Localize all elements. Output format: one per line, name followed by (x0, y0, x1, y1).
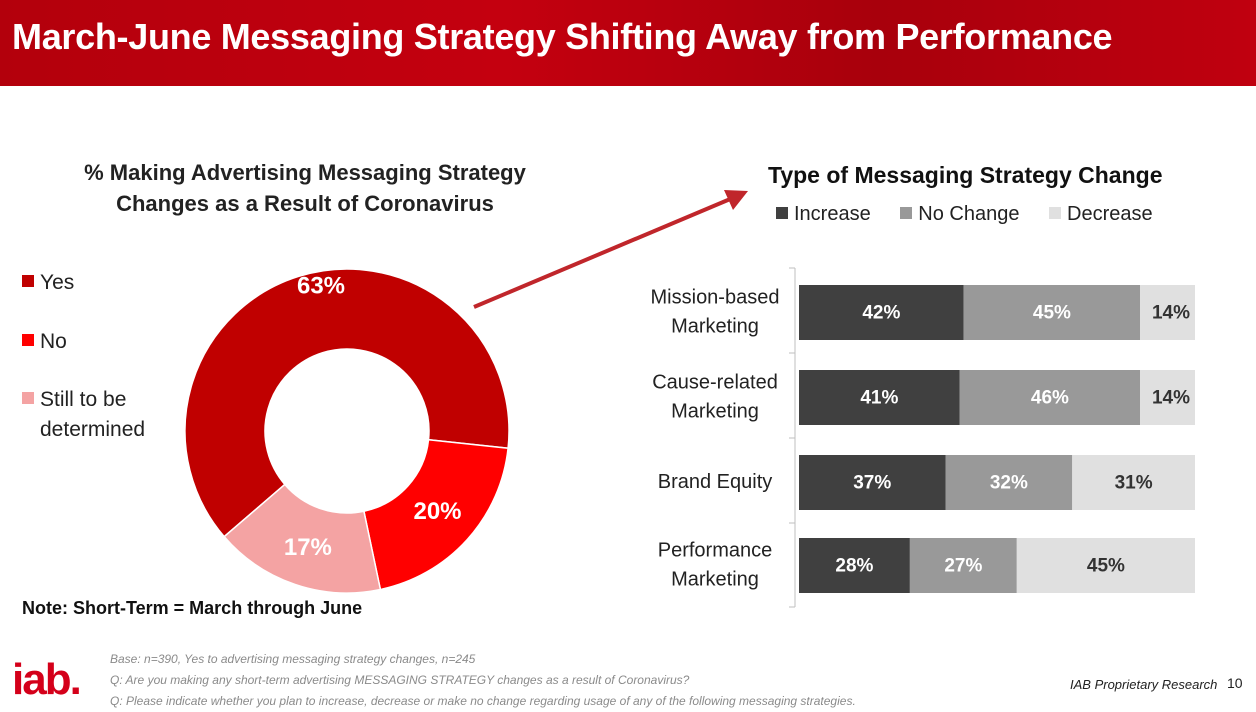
category-label-0-line-1: Marketing (671, 315, 759, 337)
donut-slice-no (363, 438, 509, 591)
legend-swatch-tbd (22, 392, 34, 405)
pie-title-line-2: Changes as a Result of Coronavirus (116, 191, 494, 216)
footnote-base: Base: n=390, Yes to advertising messagin… (110, 652, 476, 666)
legend-swatch-no-change (900, 206, 913, 219)
pie-title-line-1: % Making Advertising Messaging Strategy (84, 160, 526, 185)
category-label-1-line-1: Marketing (671, 400, 759, 422)
bar-segment-1-no-change (959, 370, 1141, 425)
legend-label-tbd-2: determined (40, 418, 146, 441)
bar-segment-0-no-change (963, 285, 1141, 340)
category-label-3-line-1: Marketing (671, 568, 759, 590)
bar-segment-2-no-change (945, 455, 1073, 510)
legend-swatch-increase (776, 206, 788, 219)
footnotes: Base: n=390, Yes to advertising messagin… (110, 649, 856, 712)
bar-segment-3-decrease (1016, 538, 1195, 593)
bar-segment-0-increase (799, 285, 964, 340)
bar-label-3-increase: 28% (835, 556, 873, 577)
bar-segment-3-no-change (909, 538, 1017, 593)
legend-label-no-change: No Change (918, 203, 1020, 225)
page-number: 10 (1227, 675, 1243, 691)
donut-label-still-to-be-determined: 17% (284, 534, 332, 561)
legend-item-decrease: Decrease (1049, 203, 1153, 226)
category-label-3-line-0: Performance (658, 539, 773, 561)
bar-segment-0-decrease (1140, 285, 1195, 340)
proprietary-label: IAB Proprietary Research (1070, 677, 1218, 692)
legend-label-increase: Increase (794, 203, 871, 225)
legend-swatch-decrease (1049, 206, 1062, 219)
donut-label-yes: 63% (297, 272, 345, 299)
bar-chart-title: Type of Messaging Strategy Change (768, 162, 1163, 188)
bar-label-1-no-change: 46% (1031, 388, 1069, 409)
legend-item-no-change: No Change (900, 203, 1019, 226)
bar-label-1-decrease: 14% (1152, 388, 1190, 409)
legend-label-yes: Yes (40, 271, 75, 294)
bar-label-1-increase: 41% (860, 388, 898, 409)
donut-slice-still-to-be-determined (223, 483, 382, 594)
legend-item-no: No (22, 327, 67, 357)
bar-segment-3-increase (799, 538, 910, 593)
bar-label-0-decrease: 14% (1152, 303, 1190, 324)
bar-label-2-increase: 37% (853, 473, 891, 494)
pie-chart-title: % Making Advertising Messaging Strategy … (40, 157, 570, 219)
slide-title: March-June Messaging Strategy Shifting A… (12, 16, 1113, 57)
bar-segment-2-increase (799, 455, 946, 510)
legend-item-tbd-line2: determined (40, 415, 145, 445)
title-banner: March-June Messaging Strategy Shifting A… (0, 0, 1256, 86)
category-label-2-line-0: Brand Equity (658, 471, 773, 493)
bar-segment-1-decrease (1140, 370, 1195, 425)
donut-label-no: 20% (413, 498, 461, 525)
legend-item-increase: Increase (776, 203, 871, 226)
bar-segment-1-increase (799, 370, 960, 425)
iab-logo-text: iab. (12, 655, 82, 704)
legend-item-tbd: Still to be (22, 385, 126, 415)
bar-label-2-no-change: 32% (990, 473, 1028, 494)
bar-label-0-increase: 42% (862, 303, 900, 324)
legend-label-tbd-1: Still to be (40, 388, 127, 411)
connector-arrow-line (473, 195, 736, 309)
bar-label-3-decrease: 45% (1087, 556, 1125, 577)
legend-label-decrease: Decrease (1067, 203, 1153, 225)
bar-segment-2-decrease (1072, 455, 1195, 510)
footnote-q2: Q: Please indicate whether you plan to i… (110, 694, 856, 708)
iab-logo: iab. (12, 655, 82, 704)
bar-label-0-no-change: 45% (1033, 303, 1071, 324)
legend-swatch-no (22, 334, 34, 347)
category-label-0-line-0: Mission-based (651, 286, 780, 308)
bar-legend: Increase No Change Decrease (776, 203, 1177, 226)
donut-slice-yes (184, 268, 510, 538)
legend-item-yes: Yes (22, 268, 74, 298)
footnote-q1: Q: Are you making any short-term adverti… (110, 673, 690, 687)
category-label-1-line-0: Cause-related (652, 371, 778, 393)
bar-label-3-no-change: 27% (944, 556, 982, 577)
connector-arrow-head (724, 190, 748, 210)
short-term-note: Note: Short-Term = March through June (22, 598, 363, 618)
legend-label-no: No (40, 330, 67, 353)
bar-label-2-decrease: 31% (1115, 473, 1153, 494)
legend-swatch-yes (22, 275, 34, 288)
